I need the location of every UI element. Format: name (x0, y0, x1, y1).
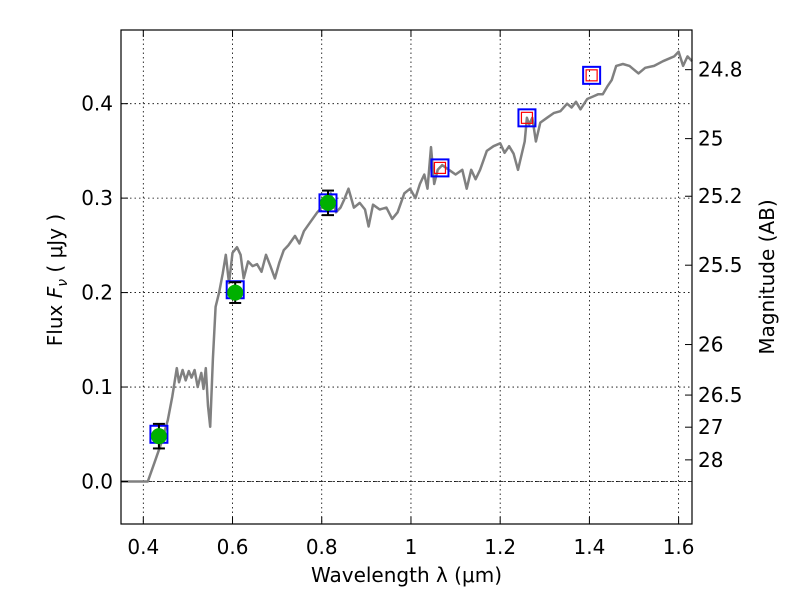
x-tick-label: 0.8 (306, 535, 338, 559)
right-tick-label: 26.5 (698, 383, 743, 407)
y-axis-title-symbol: F (43, 286, 67, 298)
upper-limit-marker (433, 161, 447, 175)
y-axis-title: Flux Fν ( μJy ) (43, 214, 71, 346)
observed-flux-point (319, 194, 336, 211)
observed-flux-point (227, 284, 244, 301)
ticks-layer: 0.4 0.6 0.8 1 1.2 1.4 1.6 0.0 0.1 0.2 0.3 0.4 24.8 25… (81, 30, 743, 559)
y-axis-title-suffix: ( μJy ) (43, 214, 67, 279)
plot-frame (120, 29, 693, 525)
right-tick-label: 25 (698, 127, 723, 151)
y-tick-label: 0.1 (81, 375, 113, 399)
spectrum-line (121, 50, 693, 483)
upper-limit-marker (520, 111, 534, 124)
x-tick-label: 0.4 (127, 535, 159, 559)
right-tick-label: 26 (698, 333, 723, 357)
model-flux-box (582, 65, 602, 85)
y-axis-title-prefix: Flux (43, 298, 67, 346)
y-tick-label: 0.3 (81, 186, 113, 210)
y-tick-label: 0.0 (81, 469, 113, 493)
model-flux-box (430, 158, 450, 178)
x-tick-label: 1 (405, 535, 418, 559)
right-tick-label: 25.2 (698, 184, 743, 208)
right-tick-label: 25.5 (698, 253, 743, 277)
y-tick-label: 0.4 (81, 92, 113, 116)
y-tick-label: 0.2 (81, 281, 113, 305)
x-tick-label: 1.2 (484, 535, 516, 559)
x-tick-label: 0.6 (217, 535, 249, 559)
x-tick-label: 1.4 (573, 535, 605, 559)
right-tick-label: 28 (698, 448, 723, 472)
model-flux-box (517, 108, 537, 128)
photometry-layer (149, 65, 602, 450)
right-tick-label: 27 (698, 415, 723, 439)
upper-limit-marker (585, 69, 598, 82)
x-axis-title: Wavelength λ (μm) (311, 563, 502, 587)
y-axis-title-subscript: ν (55, 279, 71, 287)
observed-flux-point (150, 428, 167, 445)
right-tick-label: 24.8 (698, 58, 743, 82)
spectrum-layer (121, 50, 693, 483)
grid-lines (121, 30, 692, 524)
right-axis-title: Magnitude (AB) (755, 199, 779, 354)
x-tick-label: 1.6 (663, 535, 695, 559)
